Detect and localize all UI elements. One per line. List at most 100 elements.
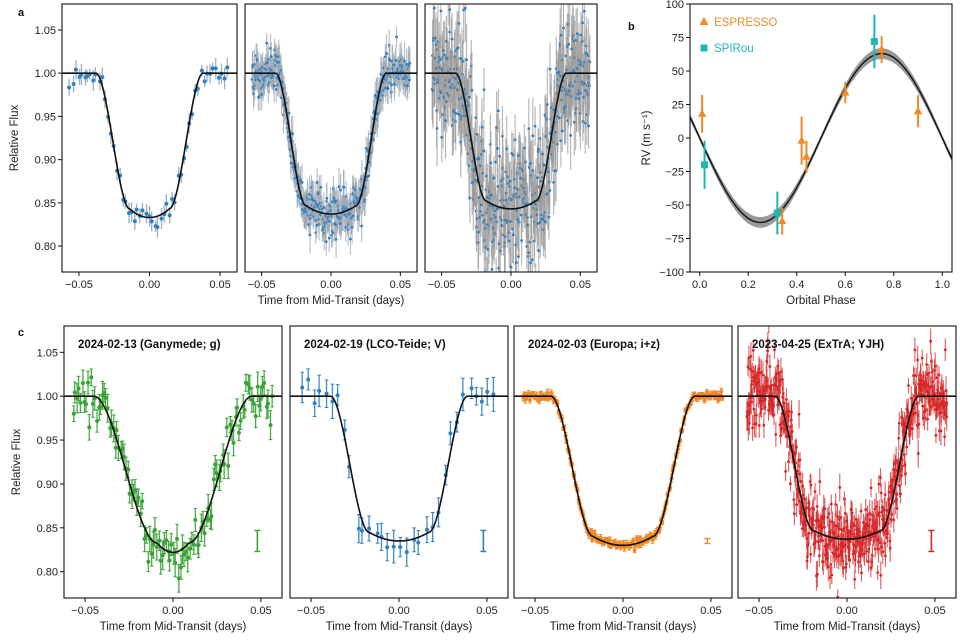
data-point <box>322 206 326 210</box>
data-point <box>511 153 515 157</box>
data-point <box>349 237 352 241</box>
data-point <box>482 88 486 92</box>
data-point <box>562 26 565 30</box>
y-tick-label: 100 <box>666 0 684 11</box>
data-point <box>799 480 803 483</box>
y-tick-label: 1.00 <box>35 68 56 80</box>
data-point <box>482 149 486 153</box>
x-tick-label: 1.0 <box>935 279 950 291</box>
data-point <box>869 486 873 490</box>
data-point <box>317 388 322 393</box>
data-point <box>894 459 898 462</box>
data-point <box>844 562 848 566</box>
x-axis-label: Time from Mid-Transit (days) <box>258 295 405 307</box>
y-tick-label: 1.05 <box>37 347 58 359</box>
data-point <box>179 565 184 570</box>
x-axis-label: Time from Mid-Transit (days) <box>774 621 921 633</box>
data-point <box>492 176 496 180</box>
data-point <box>76 386 81 391</box>
data-point <box>528 398 533 403</box>
data-point <box>760 407 763 411</box>
data-point <box>140 499 145 504</box>
data-point <box>67 85 72 90</box>
x-tick-label: 0.00 <box>612 605 633 617</box>
panel-title: 2024-02-13 (Ganymede; g) <box>78 339 221 351</box>
legend-marker-espresso <box>699 17 709 25</box>
data-point <box>238 418 243 423</box>
data-point <box>933 364 937 368</box>
data-point <box>584 88 587 92</box>
data-point <box>883 493 887 497</box>
data-point <box>214 471 219 476</box>
x-tick-label: 0.00 <box>162 605 183 617</box>
data-point <box>754 413 758 417</box>
x-axis-label: Time from Mid-Transit (days) <box>326 621 473 633</box>
data-point <box>90 401 95 406</box>
data-point <box>836 595 840 598</box>
data-point <box>144 211 149 216</box>
data-point <box>829 539 833 543</box>
data-point <box>931 380 935 384</box>
data-point <box>506 182 510 186</box>
data-point <box>448 431 453 436</box>
data-point <box>913 411 917 415</box>
data-point <box>262 381 267 386</box>
data-point <box>548 67 552 71</box>
rv-point-triangle <box>841 87 850 96</box>
data-point <box>136 495 141 500</box>
rv-point-square <box>701 161 709 169</box>
data-point <box>830 573 834 577</box>
data-point <box>496 147 499 150</box>
data-point <box>766 343 770 347</box>
data-point <box>167 213 172 218</box>
data-point <box>470 88 474 92</box>
data-point <box>821 560 825 564</box>
x-tick-label: 0.05 <box>700 605 721 617</box>
data-point <box>416 540 421 545</box>
plot-area-a1 <box>62 57 237 238</box>
data-point <box>222 76 227 81</box>
data-point <box>367 526 372 531</box>
y-tick-label: −25 <box>665 167 684 179</box>
data-point <box>913 348 917 352</box>
data-point <box>925 363 929 367</box>
data-point <box>105 406 110 411</box>
data-point <box>772 413 776 417</box>
data-point <box>911 427 914 431</box>
data-point <box>71 411 76 416</box>
data-point <box>853 577 857 581</box>
data-point <box>790 410 793 414</box>
data-point <box>122 454 127 459</box>
data-point <box>766 385 770 388</box>
data-point <box>545 390 550 395</box>
data-point <box>808 517 812 521</box>
data-point <box>580 80 584 84</box>
data-point <box>838 517 841 521</box>
chart-c1: −0.05 0.00 0.05 0.80 0.85 0.90 0.95 1.00 1.05 Tim… <box>11 325 283 633</box>
data-point <box>367 174 371 178</box>
chart-a3: −0.05 0.00 0.05 <box>424 3 598 291</box>
data-point <box>907 384 910 387</box>
data-point <box>235 405 240 410</box>
data-point <box>149 551 154 556</box>
data-point <box>794 446 798 449</box>
data-point <box>814 539 818 543</box>
y-axis-label: RV (m s⁻¹) <box>641 110 653 165</box>
data-point <box>843 511 847 515</box>
data-point <box>912 374 916 377</box>
data-point <box>268 423 273 428</box>
data-point <box>371 138 375 142</box>
plot-area-c2 <box>290 368 508 567</box>
data-point <box>860 571 863 575</box>
data-point <box>520 239 524 242</box>
data-point <box>870 554 874 557</box>
data-point <box>848 558 852 562</box>
y-tick-label: 0.80 <box>35 241 56 253</box>
data-point <box>537 249 541 253</box>
data-point <box>943 348 947 352</box>
data-point <box>272 84 276 88</box>
data-point <box>582 9 586 13</box>
data-point <box>479 399 484 404</box>
data-point <box>527 127 531 131</box>
data-point <box>444 119 447 123</box>
